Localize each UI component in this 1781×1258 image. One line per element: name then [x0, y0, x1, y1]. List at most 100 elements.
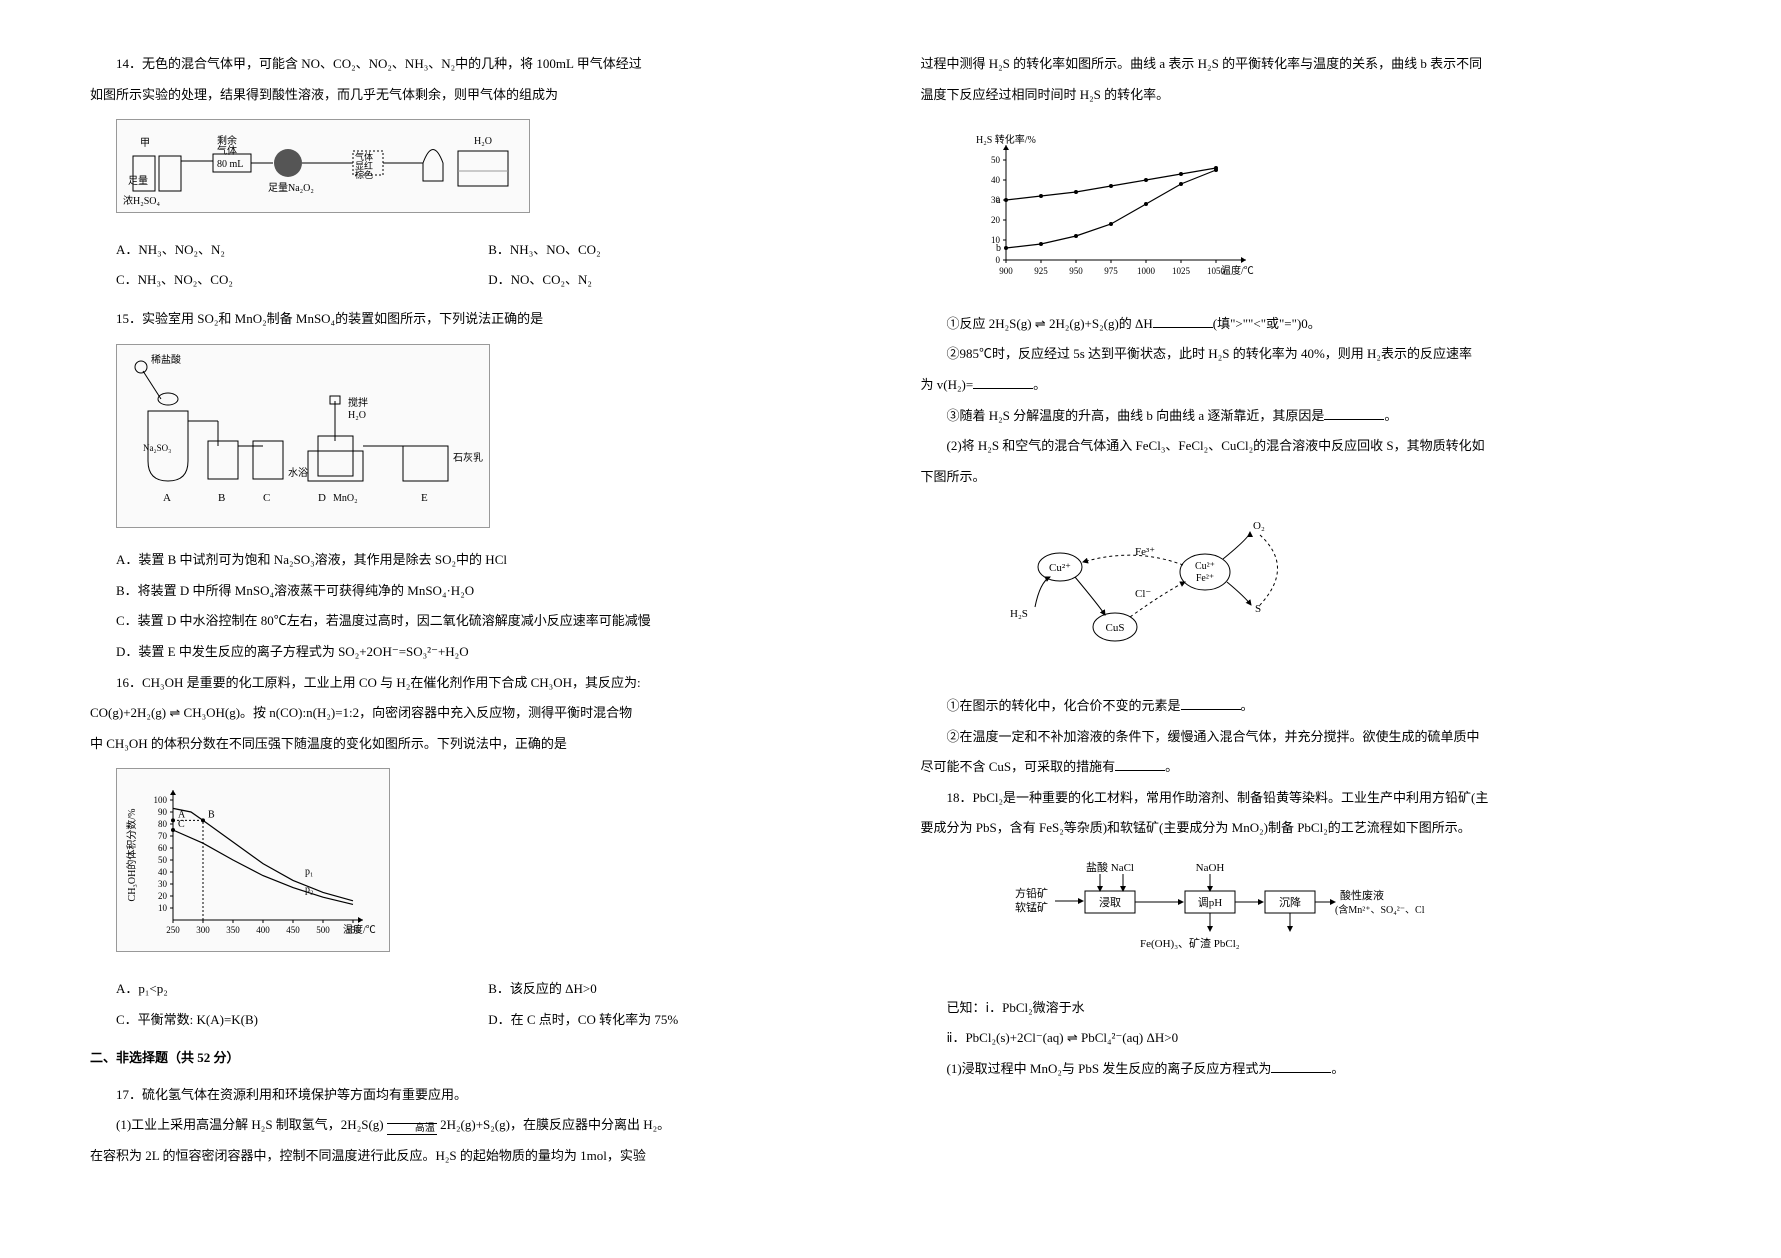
f-b3: 沉降: [1279, 895, 1301, 909]
svg-text:70: 70: [158, 831, 168, 841]
q17-sub4a: ①在图示的转化中，化合价不变的元素是: [947, 698, 1181, 713]
svg-text:40: 40: [991, 175, 1001, 185]
q17-sub2b: 为 v(H₂)=: [921, 377, 974, 392]
q18-known: 已知：ⅰ．PbCl₂微溶于水: [921, 994, 1692, 1023]
svg-text:90: 90: [158, 807, 168, 817]
q15-figure: 稀盐酸 Na₂SO₃ A B C 搅拌 H₂O 水浴 D MnO₂ 石灰乳: [116, 344, 490, 528]
lbl-zs: 棕色: [355, 169, 373, 180]
blank-4: [1181, 697, 1241, 710]
q16-c: C．平衡常数: K(A)=K(B): [116, 1006, 488, 1035]
svg-text:20: 20: [158, 891, 168, 901]
svg-text:60: 60: [158, 843, 168, 853]
q17-sub4: ①在图示的转化中，化合价不变的元素是。: [921, 692, 1692, 721]
f-out1: 酸性废液: [1340, 888, 1384, 902]
q15-d: D．装置 E 中发生反应的离子方程式为 SO₂+2OH⁻=SO₃²⁻+H₂O: [90, 638, 861, 667]
q15-c: C．装置 D 中水浴控制在 80℃左右，若温度过高时，因二氧化硫溶解度减小反应速…: [90, 607, 861, 636]
lbl-C: C: [263, 492, 270, 504]
blank-2: [973, 376, 1033, 389]
svg-text:a: a: [996, 195, 1001, 206]
q17-p2a: (2)将 H₂S 和空气的混合气体通入 FeCl₃、FeCl₂、CuCl₂的混合…: [921, 432, 1692, 461]
svg-text:350: 350: [226, 925, 240, 935]
svg-text:0: 0: [995, 255, 1000, 265]
lbl-na2so3: Na₂SO₃: [143, 443, 171, 453]
svg-text:p₁: p₁: [305, 867, 314, 878]
q17-chart: 90092595097510001025105001020304050H₂S 转…: [960, 119, 1292, 291]
svg-text:450: 450: [286, 925, 300, 935]
q17-cycle: Cu²⁺ CuS Cu²⁺ Fe²⁺ H₂S Fe³⁺ Cl⁻ O₂ S: [999, 501, 1311, 673]
q17-p2b: 下图所示。: [921, 463, 1692, 492]
lbl-zuliang: 足量: [128, 175, 148, 187]
q17-sub5c: 。: [1165, 759, 1178, 774]
q16-stem-2: CO(g)+2H₂(g) ⇌ CH₃OH(g)。按 n(CO):n(H₂)=1:…: [90, 699, 861, 728]
svg-text:温度/℃: 温度/℃: [1221, 264, 1254, 277]
q14-stem-2: 如图所示实验的处理，结果得到酸性溶液，而几乎无气体剩余，则甲气体的组成为: [90, 81, 861, 110]
q15-b: B．将装置 D 中所得 MnSO₄溶液蒸干可获得纯净的 MnSO₄·H₂O: [90, 577, 861, 606]
svg-text:O₂: O₂: [1253, 520, 1265, 532]
lbl-jia: 甲: [140, 138, 150, 149]
q16-stem-3: 中 CH₃OH 的体积分数在不同压强下随温度的变化如图所示。下列说法中，正确的是: [90, 730, 861, 759]
q14-options: A．NH₃、NO₂、N₂ B．NH₃、NO、CO₂ C．NH₃、NO₂、CO₂ …: [116, 236, 861, 297]
svg-text:50: 50: [991, 155, 1001, 165]
q18-p1a: (1)浸取过程中 MnO₂与 PbS 发生反应的离子反应方程式为: [947, 1061, 1272, 1076]
q18-known2: ⅱ．PbCl₂(s)+2Cl⁻(aq) ⇌ PbCl₄²⁻(aq) ΔH>0: [921, 1024, 1692, 1053]
q17-sub3: ③随着 H₂S 分解温度的升高，曲线 b 向曲线 a 逐渐靠近，其原因是。: [921, 402, 1692, 431]
svg-text:950: 950: [1069, 266, 1083, 276]
q14-a: A．NH₃、NO₂、N₂: [116, 236, 488, 265]
lbl-h2so4: 浓H₂SO₄: [123, 195, 160, 206]
f-ore1: 方铅矿: [1015, 886, 1048, 900]
lbl-vol: 80 mL: [217, 159, 243, 170]
q17-sub3a: ③随着 H₂S 分解温度的升高，曲线 b 向曲线 a 逐渐靠近，其原因是: [947, 408, 1325, 423]
q17-cond: 高温: [387, 1123, 437, 1135]
lbl-B: B: [218, 492, 225, 504]
svg-text:30: 30: [158, 879, 168, 889]
svg-text:B: B: [208, 810, 215, 821]
svg-text:20: 20: [991, 215, 1001, 225]
q15-a: A．装置 B 中试剂可为饱和 Na₂SO₃溶液，其作用是除去 SO₂中的 HCl: [90, 546, 861, 575]
q17-sub1b: (填">""<"或"=")0。: [1213, 316, 1321, 331]
lbl-A: A: [163, 492, 171, 504]
f-out1b: (含Mn²⁺、SO₄²⁻、Cl⁻等): [1335, 903, 1425, 916]
svg-text:900: 900: [999, 266, 1013, 276]
lbl-h2od: H₂O: [348, 410, 366, 421]
lbl-D: D: [318, 492, 326, 504]
q16-b: B．该反应的 ΔH>0: [488, 975, 860, 1004]
svg-text:温度/℃: 温度/℃: [343, 923, 376, 936]
q14-b: B．NH₃、NO、CO₂: [488, 236, 860, 265]
q14-stem-1: 14．无色的混合气体甲，可能含 NO、CO₂、NO₂、NH₃、N₂中的几种，将 …: [90, 50, 861, 79]
svg-text:40: 40: [158, 867, 168, 877]
svg-text:10: 10: [158, 903, 168, 913]
q17-sub1a: ①反应 2H₂S(g) ⇌ 2H₂(g)+S₂(g)的 ΔH: [947, 316, 1153, 331]
svg-text:100: 100: [154, 795, 168, 805]
q17-p1: (1)工业上采用高温分解 H₂S 制取氢气，2H₂S(g) 高温 2H₂(g)+…: [90, 1111, 861, 1140]
svg-text:Cl⁻: Cl⁻: [1135, 588, 1151, 600]
lbl-sy: 水浴: [288, 467, 308, 479]
blank-5: [1115, 758, 1165, 771]
svg-text:H₂S 转化率/%: H₂S 转化率/%: [976, 133, 1036, 146]
q18-p1: (1)浸取过程中 MnO₂与 PbS 发生反应的离子反应方程式为 。: [921, 1055, 1692, 1084]
q18-p1b: 。: [1331, 1061, 1344, 1076]
svg-text:975: 975: [1104, 266, 1118, 276]
svg-text:925: 925: [1034, 266, 1048, 276]
svg-text:50: 50: [158, 855, 168, 865]
q17-stem: 17．硫化氢气体在资源利用和环境保护等方面均有重要应用。: [90, 1081, 861, 1110]
q17-p1c: 在容积为 2L 的恒容密闭容器中，控制不同温度进行此反应。H₂S 的起始物质的量…: [90, 1142, 861, 1171]
q17-sub2-line: 为 v(H₂)=。: [921, 371, 1692, 400]
q17-p1e: 温度下反应经过相同时间时 H₂S 的转化率。: [921, 81, 1692, 110]
q14-figure: 甲 足量 浓H₂SO₄ 剩余 气体 80 mL 足量Na₂O₂ 气体 显红 棕色…: [116, 119, 530, 213]
lbl-hcl: 稀盐酸: [151, 353, 181, 366]
q16-options: A．p₁<p₂ B．该反应的 ΔH>0 C．平衡常数: K(A)=K(B) D．…: [116, 975, 861, 1036]
f-b2: 调pH: [1197, 896, 1221, 909]
q17-sub5-line: 尽可能不含 CuS，可采取的措施有。: [921, 753, 1692, 782]
blank-6: [1271, 1060, 1331, 1073]
svg-text:p₂: p₂: [305, 885, 314, 896]
lbl-mno2: MnO₂: [333, 493, 358, 504]
blank-1: [1153, 315, 1213, 328]
svg-text:CuS: CuS: [1105, 622, 1124, 634]
q17-p1a: (1)工业上采用高温分解 H₂S 制取氢气，2H₂S(g): [116, 1117, 387, 1132]
right-column: 过程中测得 H₂S 的转化率如图所示。曲线 a 表示 H₂S 的平衡转化率与温度…: [891, 50, 1722, 1208]
svg-text:80: 80: [158, 819, 168, 829]
svg-text:Cu²⁺: Cu²⁺: [1195, 561, 1215, 572]
q16-a: A．p₁<p₂: [116, 975, 488, 1004]
q16-d: D．在 C 点时，CO 转化率为 75%: [488, 1006, 860, 1035]
svg-text:500: 500: [316, 925, 330, 935]
